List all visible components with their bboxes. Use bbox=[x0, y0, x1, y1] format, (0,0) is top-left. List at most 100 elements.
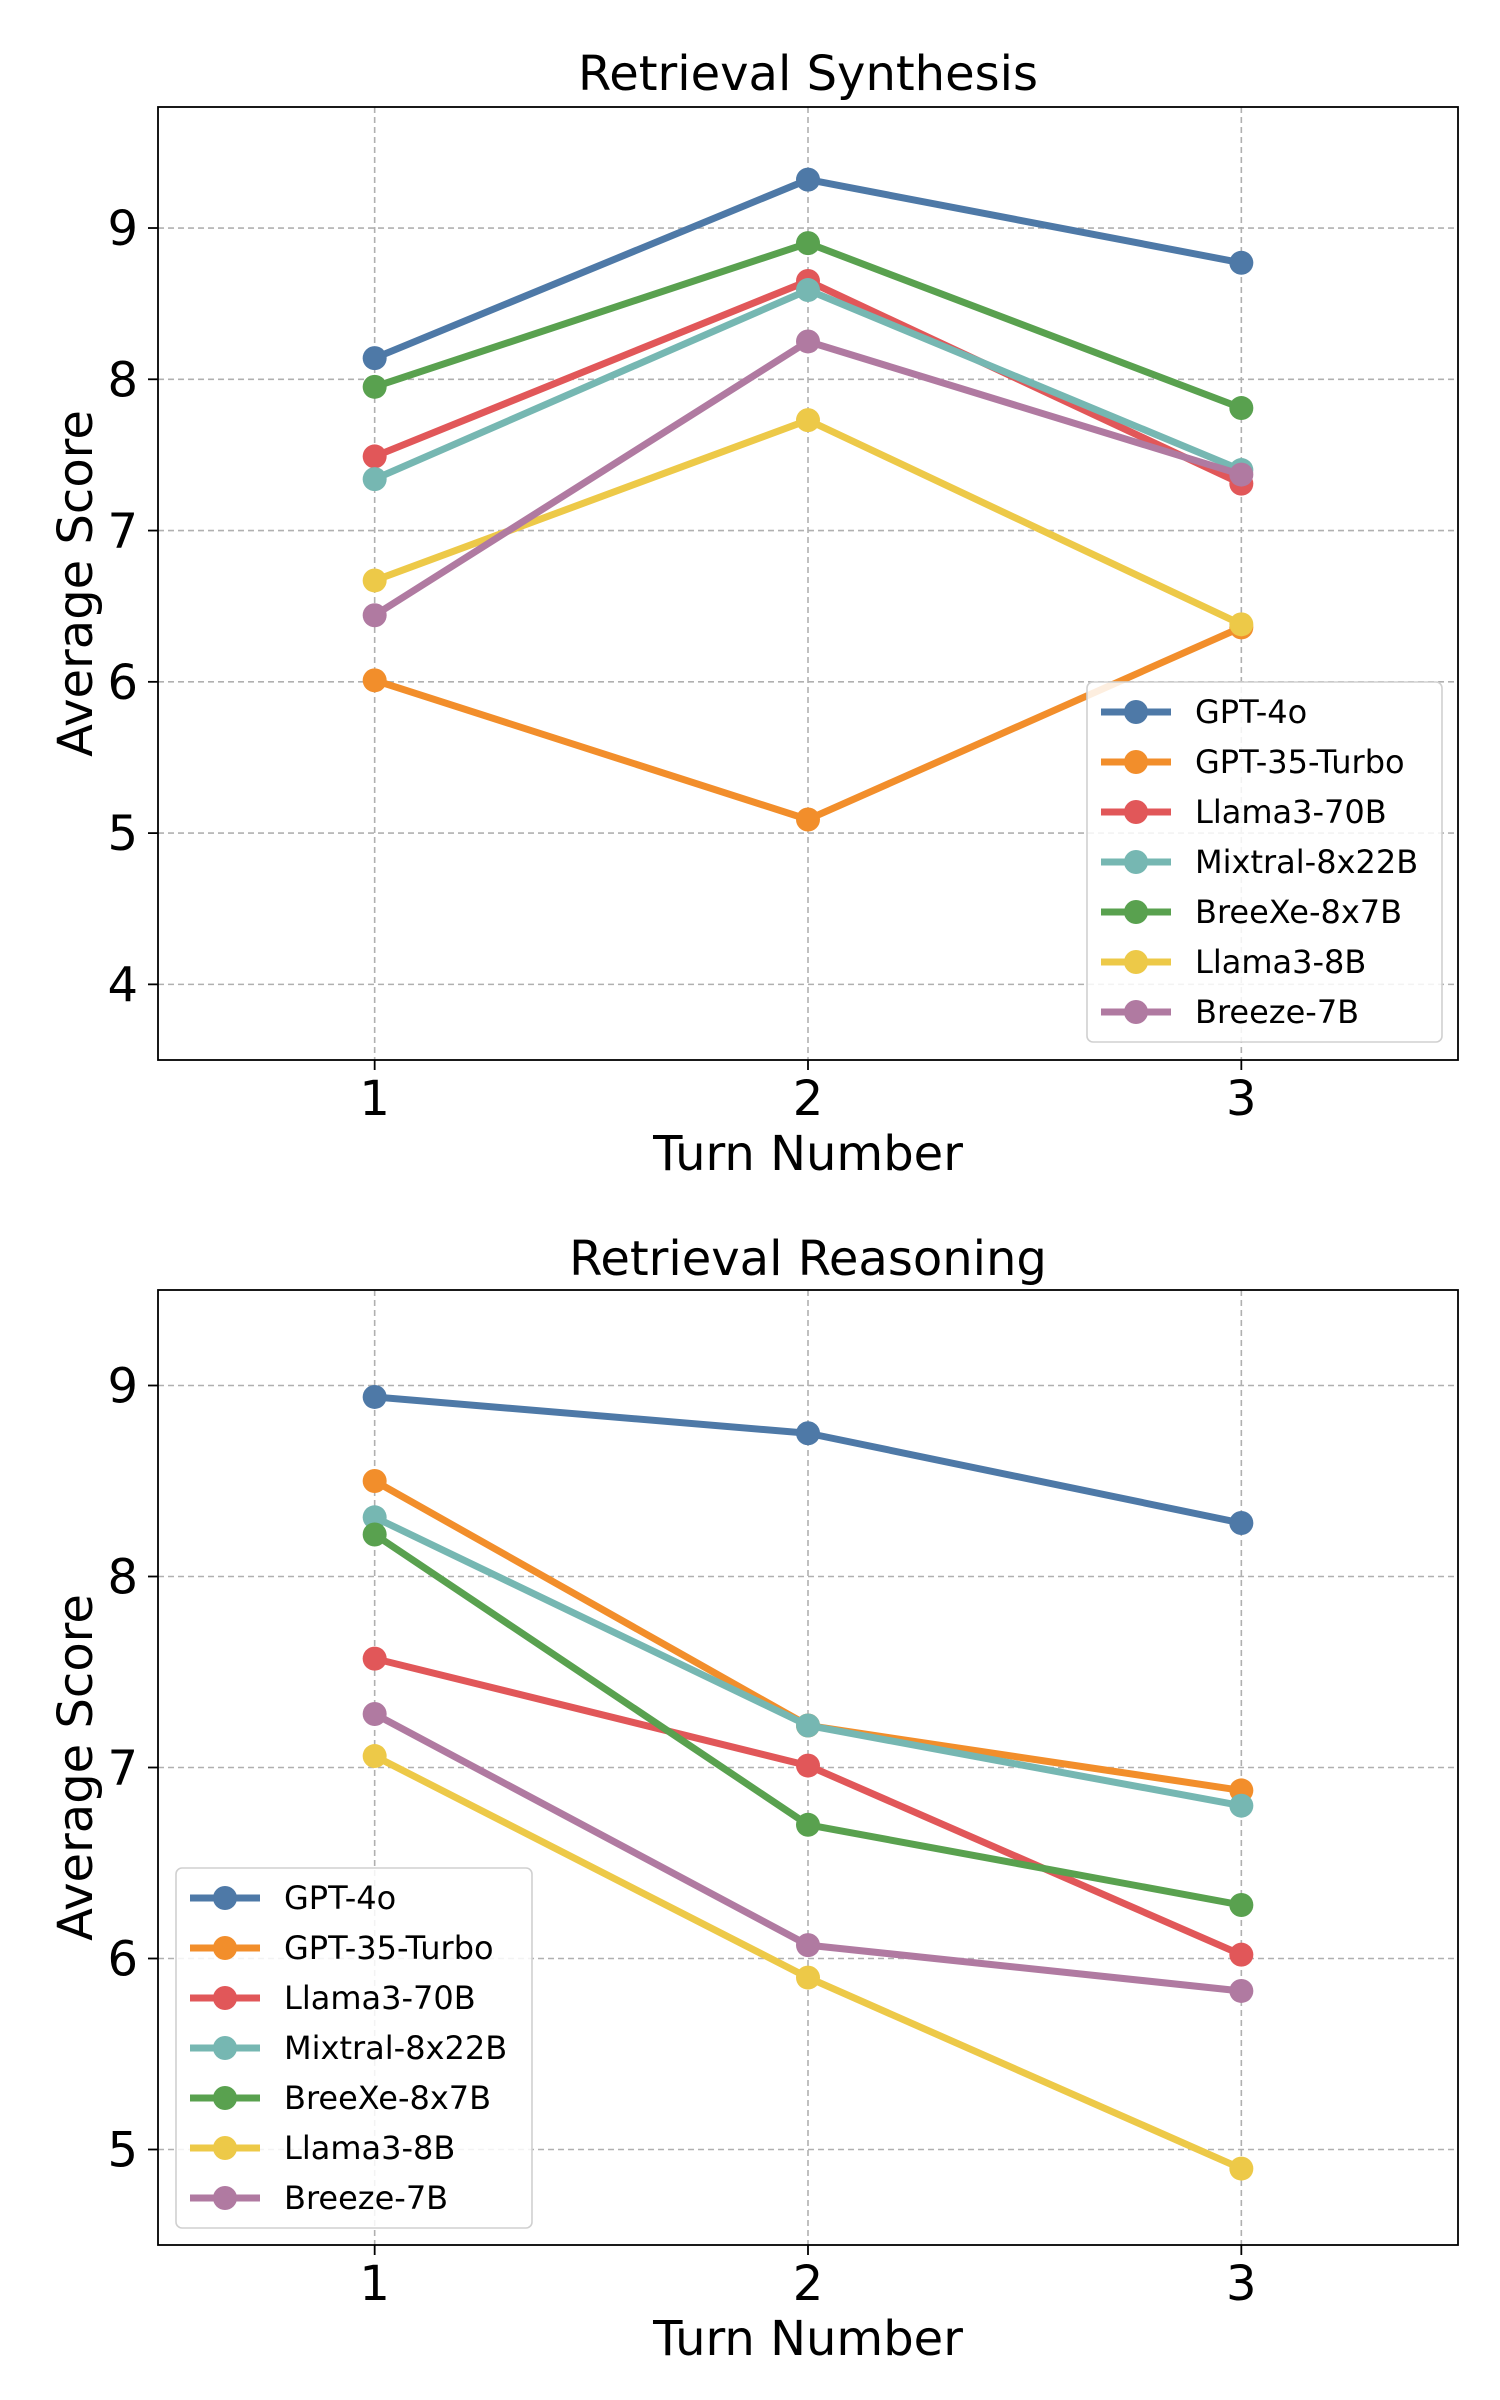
legend-swatch-marker bbox=[1124, 1000, 1148, 1024]
y-tick-label: 8 bbox=[107, 352, 138, 408]
y-tick-label: 8 bbox=[107, 1550, 138, 1606]
legend-item: GPT-35-Turbo bbox=[1101, 743, 1405, 781]
series-mixtral-8x22b bbox=[362, 1505, 1254, 1818]
legend-item: BreeXe-8x7B bbox=[1101, 893, 1402, 931]
legend-label: Mixtral-8x22B bbox=[1195, 843, 1418, 881]
y-tick-label: 5 bbox=[107, 2123, 138, 2179]
data-point bbox=[1229, 1978, 1254, 2003]
legend-item: Llama3-8B bbox=[190, 2129, 455, 2167]
legend-swatch-marker bbox=[213, 1886, 237, 1910]
data-point bbox=[796, 278, 820, 303]
x-tick-label: 2 bbox=[793, 2256, 824, 2312]
legend-swatch-marker bbox=[213, 1936, 237, 1960]
y-axis-label: Average Score bbox=[48, 410, 104, 757]
data-point bbox=[362, 1702, 387, 1727]
chart-title: Retrieval Synthesis bbox=[578, 46, 1038, 102]
data-point bbox=[1229, 1942, 1254, 1967]
legend-swatch-marker bbox=[1124, 750, 1148, 774]
legend-item: Llama3-70B bbox=[190, 1979, 476, 2017]
data-point bbox=[796, 1421, 820, 1446]
series-breeze-7b bbox=[362, 329, 1254, 628]
series-breeze-7b bbox=[362, 1702, 1254, 2003]
y-tick-label: 7 bbox=[107, 504, 138, 560]
data-point bbox=[362, 603, 387, 628]
legend-item: Llama3-8B bbox=[1101, 943, 1366, 981]
legend-item: Mixtral-8x22B bbox=[190, 2029, 507, 2067]
data-point bbox=[362, 1646, 387, 1671]
legend-label: Breeze-7B bbox=[1195, 993, 1359, 1031]
data-point bbox=[1229, 1793, 1254, 1818]
legend-swatch-marker bbox=[1124, 850, 1148, 874]
y-tick-label: 4 bbox=[107, 957, 138, 1013]
data-point bbox=[362, 374, 387, 399]
legend-label: GPT-4o bbox=[1195, 693, 1307, 731]
data-point bbox=[796, 408, 820, 433]
legend-label: Llama3-70B bbox=[284, 1979, 476, 2017]
x-tick-label: 3 bbox=[1226, 2256, 1257, 2312]
data-point bbox=[362, 1505, 387, 1530]
legend-item: Mixtral-8x22B bbox=[1101, 843, 1418, 881]
legend-item: Llama3-70B bbox=[1101, 793, 1387, 831]
legend-label: Breeze-7B bbox=[284, 2179, 448, 2217]
data-point bbox=[796, 807, 820, 832]
legend-label: GPT-35-Turbo bbox=[284, 1929, 494, 1967]
y-axis-label: Average Score bbox=[48, 1594, 104, 1941]
legend-label: Mixtral-8x22B bbox=[284, 2029, 507, 2067]
series-gpt-4o bbox=[362, 167, 1254, 371]
y-tick-label: 5 bbox=[107, 806, 138, 862]
series-llama3-70b bbox=[362, 1646, 1254, 1967]
data-point bbox=[362, 346, 387, 371]
data-point bbox=[796, 167, 820, 192]
data-point bbox=[1229, 1893, 1254, 1918]
data-point bbox=[796, 1753, 820, 1778]
data-point bbox=[1229, 396, 1254, 421]
data-point bbox=[362, 1469, 387, 1493]
legend-box bbox=[1086, 681, 1443, 1043]
data-point bbox=[362, 568, 387, 593]
legend-swatch-marker bbox=[213, 2186, 237, 2210]
data-point bbox=[362, 444, 387, 469]
chart-retrieval-reasoning: 1 2 3 5 6 7 8 9 Retrieval Reasoning Turn Number Av… bbox=[48, 1231, 1459, 2367]
series-gpt-4o bbox=[362, 1384, 1254, 1536]
data-point bbox=[796, 1812, 820, 1837]
data-point bbox=[796, 1933, 820, 1958]
data-point bbox=[362, 467, 387, 492]
data-point bbox=[796, 1965, 820, 1990]
legend-label: GPT-35-Turbo bbox=[1195, 743, 1405, 781]
data-point bbox=[796, 329, 820, 354]
legend-item: GPT-4o bbox=[1101, 693, 1307, 731]
legend-item: GPT-35-Turbo bbox=[190, 1929, 494, 1967]
legend-item: BreeXe-8x7B bbox=[190, 2079, 491, 2117]
legend: GPT-4o GPT-35-Turbo Llama3-70B Mixtral-8x22… bbox=[175, 1867, 533, 2229]
series-llama3-8b bbox=[362, 1744, 1254, 2181]
legend-swatch-marker bbox=[213, 1986, 237, 2010]
legend-label: Llama3-8B bbox=[1195, 943, 1366, 981]
y-tick-label: 6 bbox=[107, 655, 138, 711]
x-axis-label: Turn Number bbox=[652, 2311, 963, 2367]
data-point bbox=[1229, 612, 1254, 637]
legend-swatch-marker bbox=[1124, 800, 1148, 824]
legend-box bbox=[175, 1867, 533, 2229]
series-breexe-8x7b bbox=[362, 1522, 1254, 1918]
legend-item: GPT-4o bbox=[190, 1879, 396, 1917]
data-point bbox=[362, 668, 387, 693]
data-point bbox=[362, 1384, 387, 1409]
data-point bbox=[362, 1522, 387, 1547]
plot-frame bbox=[157, 1289, 1459, 2246]
data-point bbox=[362, 1744, 387, 1769]
legend-item: Breeze-7B bbox=[190, 2179, 448, 2217]
x-tick-label: 3 bbox=[1226, 1071, 1257, 1127]
series-breexe-8x7b bbox=[362, 231, 1254, 421]
x-tick-label: 1 bbox=[359, 2256, 390, 2312]
legend-swatch-marker bbox=[213, 2086, 237, 2110]
legend: GPT-4o GPT-35-Turbo Llama3-70B Mixtral-8x22… bbox=[1086, 681, 1443, 1043]
y-tick-label: 9 bbox=[107, 201, 138, 257]
data-point bbox=[796, 1713, 820, 1738]
chart-retrieval-synthesis: 1 2 3 4 5 6 7 8 9 Retrieval Synthesis Turn Number A… bbox=[48, 46, 1459, 1182]
x-tick-label: 1 bbox=[359, 1071, 390, 1127]
data-point bbox=[1229, 250, 1254, 275]
y-tick-label: 6 bbox=[107, 1932, 138, 1988]
legend-label: GPT-4o bbox=[284, 1879, 396, 1917]
data-point bbox=[1229, 1511, 1254, 1536]
